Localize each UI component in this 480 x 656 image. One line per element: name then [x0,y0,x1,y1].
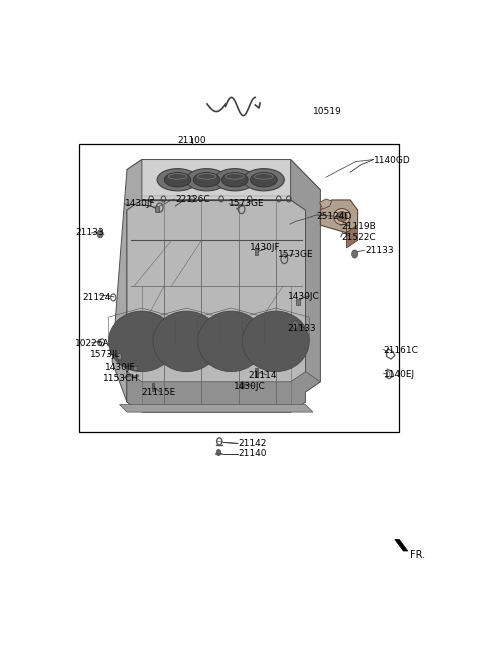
Text: 1430JC: 1430JC [288,293,319,301]
Text: 21115E: 21115E [142,388,176,398]
Bar [155,206,158,212]
Polygon shape [347,225,358,248]
Circle shape [117,354,122,359]
Text: 1140EJ: 1140EJ [384,370,415,379]
Text: 21133: 21133 [365,246,394,255]
Polygon shape [127,159,321,200]
Ellipse shape [243,169,284,191]
Polygon shape [290,159,321,392]
Bar [152,383,155,391]
Text: 1573JL: 1573JL [90,350,120,359]
Text: 1430JF: 1430JF [125,199,156,209]
Circle shape [352,250,358,258]
Text: 21133: 21133 [75,228,104,237]
Polygon shape [320,199,332,209]
Polygon shape [127,372,321,412]
Ellipse shape [242,311,309,372]
Text: 21114: 21114 [248,371,276,380]
Bar [241,382,243,388]
Ellipse shape [337,212,347,222]
Polygon shape [112,159,142,402]
Circle shape [292,321,299,329]
Bar [254,368,258,377]
Ellipse shape [153,311,220,372]
Text: FR.: FR. [410,550,425,560]
Polygon shape [127,200,305,412]
Text: 1430JF: 1430JF [250,243,280,253]
Bar [296,299,300,305]
Text: 25124D: 25124D [317,212,352,220]
Text: 1573GE: 1573GE [229,199,265,209]
Circle shape [216,449,221,455]
Ellipse shape [251,173,277,187]
Ellipse shape [164,173,191,187]
Ellipse shape [198,311,264,372]
Circle shape [97,230,103,238]
Ellipse shape [334,209,350,225]
Text: 21140: 21140 [239,449,267,458]
Text: 21161C: 21161C [384,346,419,355]
Text: 21142: 21142 [239,439,267,448]
Text: 1140GD: 1140GD [374,156,411,165]
Text: 10226A: 10226A [75,339,109,348]
Ellipse shape [157,169,198,191]
Ellipse shape [186,169,227,191]
Polygon shape [120,405,313,412]
Text: 21133: 21133 [288,324,316,333]
Ellipse shape [193,173,220,187]
Text: 21124: 21124 [83,293,111,302]
Text: 1153CH: 1153CH [103,374,139,382]
Text: 1430JC: 1430JC [234,382,266,392]
Bar [254,249,258,255]
Text: 21522C: 21522C [341,234,375,242]
Bar [79,144,398,432]
Ellipse shape [108,311,175,372]
Ellipse shape [222,173,248,187]
Text: 21100: 21100 [178,136,206,145]
Polygon shape [395,539,408,551]
Bar [118,354,121,359]
Text: 1430JF: 1430JF [105,363,135,372]
Text: 21119B: 21119B [341,222,376,231]
Text: 10519: 10519 [313,107,342,116]
Bar [133,365,137,370]
Ellipse shape [215,169,255,191]
Polygon shape [321,200,358,233]
Text: 1573GE: 1573GE [277,250,313,259]
Text: 22126C: 22126C [175,195,210,205]
